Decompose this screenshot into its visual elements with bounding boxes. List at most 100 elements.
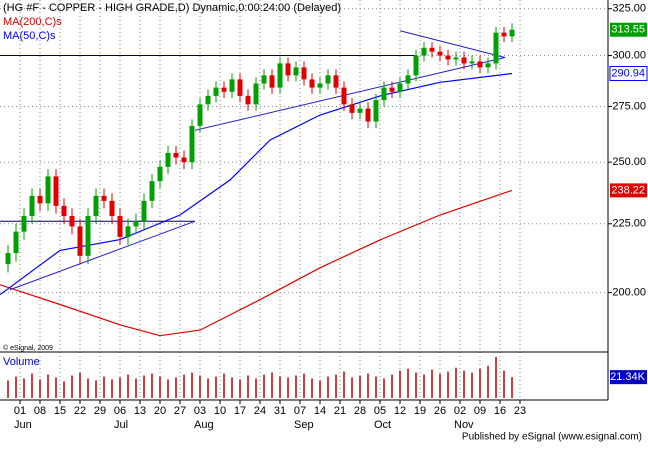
candle-body bbox=[285, 63, 291, 76]
candle-body bbox=[373, 100, 379, 122]
candle-body bbox=[277, 63, 283, 88]
candle-body bbox=[245, 95, 251, 105]
x-tick-label: 29 bbox=[94, 405, 106, 417]
candle-body bbox=[477, 61, 483, 68]
candle-body bbox=[253, 83, 259, 105]
candle-body bbox=[501, 32, 507, 37]
candle-body bbox=[165, 152, 171, 167]
y-tick-label: 200.00 bbox=[612, 287, 646, 299]
trendline bbox=[399, 30, 506, 58]
x-tick-label: 16 bbox=[494, 405, 506, 417]
candle-body bbox=[101, 195, 107, 201]
x-tick-label: 20 bbox=[154, 405, 166, 417]
candle-body bbox=[221, 87, 227, 92]
x-tick-label: 05 bbox=[374, 405, 386, 417]
candle-body bbox=[213, 87, 219, 96]
candle-body bbox=[437, 51, 443, 56]
candle-body bbox=[429, 47, 435, 52]
candle-body bbox=[229, 79, 235, 92]
candle-body bbox=[181, 157, 187, 163]
x-tick-label: 23 bbox=[514, 405, 526, 417]
candle-body bbox=[445, 55, 451, 60]
price-tag bbox=[610, 183, 647, 198]
x-tick-label: 09 bbox=[474, 405, 486, 417]
candle-body bbox=[301, 67, 307, 80]
candle-body bbox=[269, 75, 275, 88]
candle-body bbox=[157, 166, 163, 182]
x-tick-label: 26 bbox=[434, 405, 446, 417]
x-tick-label: 14 bbox=[314, 405, 326, 417]
x-tick-label: 22 bbox=[74, 405, 86, 417]
candle-body bbox=[85, 216, 91, 256]
candle-body bbox=[325, 75, 331, 84]
candle-body bbox=[397, 83, 403, 92]
footer: Published by eSignal (www.esignal.com) bbox=[462, 432, 642, 443]
chart-title: (HG #F - COPPER - HIGH GRADE,D) Dynamic,… bbox=[3, 2, 341, 14]
candle-body bbox=[21, 216, 27, 232]
candle-body bbox=[117, 216, 123, 237]
candle-body bbox=[29, 195, 35, 217]
candle-body bbox=[109, 200, 115, 217]
month-label: Sep bbox=[294, 419, 314, 431]
candle-body bbox=[405, 75, 411, 84]
candle-body bbox=[261, 75, 267, 84]
volume-title: Volume bbox=[3, 356, 40, 368]
x-tick-label: 17 bbox=[234, 405, 246, 417]
price-tag-label: 21.34K bbox=[610, 371, 646, 383]
x-tick-label: 15 bbox=[54, 405, 66, 417]
candle-body bbox=[133, 221, 139, 227]
month-label: Aug bbox=[194, 419, 214, 431]
ma-line bbox=[0, 189, 513, 337]
candle-body bbox=[69, 216, 75, 227]
candle-body bbox=[53, 176, 59, 206]
candle-body bbox=[485, 63, 491, 68]
plot-layer bbox=[0, 23, 515, 398]
candle-body bbox=[413, 55, 419, 76]
candle-body bbox=[197, 104, 203, 126]
x-tick-label: 08 bbox=[34, 405, 46, 417]
x-tick-label: 12 bbox=[394, 405, 406, 417]
x-tick-label: 19 bbox=[414, 405, 426, 417]
x-tick-label: 31 bbox=[274, 405, 286, 417]
candle-body bbox=[37, 195, 43, 204]
month-label: Nov bbox=[454, 419, 474, 431]
candle-body bbox=[381, 87, 387, 101]
x-tick-label: 24 bbox=[254, 405, 266, 417]
price-tag-label: 290.94 bbox=[611, 67, 645, 79]
x-tick-label: 28 bbox=[354, 405, 366, 417]
y-tick-label: 325.00 bbox=[612, 3, 646, 15]
candle-body bbox=[509, 29, 515, 37]
candle-body bbox=[125, 226, 131, 237]
candle-body bbox=[357, 108, 363, 113]
y-tick-label: 275.00 bbox=[612, 100, 646, 112]
candle-body bbox=[341, 87, 347, 105]
x-tick-label: 13 bbox=[134, 405, 146, 417]
candle-body bbox=[77, 226, 83, 256]
candle-body bbox=[237, 79, 243, 96]
candle-body bbox=[453, 57, 459, 60]
x-tick-label: 06 bbox=[114, 405, 126, 417]
candle-body bbox=[309, 79, 315, 88]
y-tick-label: 300.00 bbox=[612, 49, 646, 61]
candle-body bbox=[189, 125, 195, 163]
watermark: © eSignal, 2009 bbox=[3, 344, 53, 352]
price-tag-label: 238.22 bbox=[611, 184, 645, 196]
month-label: Jun bbox=[14, 419, 32, 431]
candle-body bbox=[469, 61, 475, 64]
legend-entry: MA(50,C)s bbox=[3, 30, 56, 42]
trendline bbox=[194, 57, 506, 131]
candle-body bbox=[61, 205, 67, 217]
legend-entry: MA(200,C)s bbox=[3, 16, 62, 28]
candle-body bbox=[149, 181, 155, 201]
candle-body bbox=[13, 231, 19, 254]
x-tick-label: 21 bbox=[334, 405, 346, 417]
candle-body bbox=[5, 253, 11, 265]
x-tick-label: 07 bbox=[294, 405, 306, 417]
candle-body bbox=[421, 47, 427, 56]
y-tick-label: 250.00 bbox=[612, 156, 646, 168]
candle-body bbox=[173, 152, 179, 158]
candle-body bbox=[93, 195, 99, 217]
month-label: Jul bbox=[114, 419, 128, 431]
